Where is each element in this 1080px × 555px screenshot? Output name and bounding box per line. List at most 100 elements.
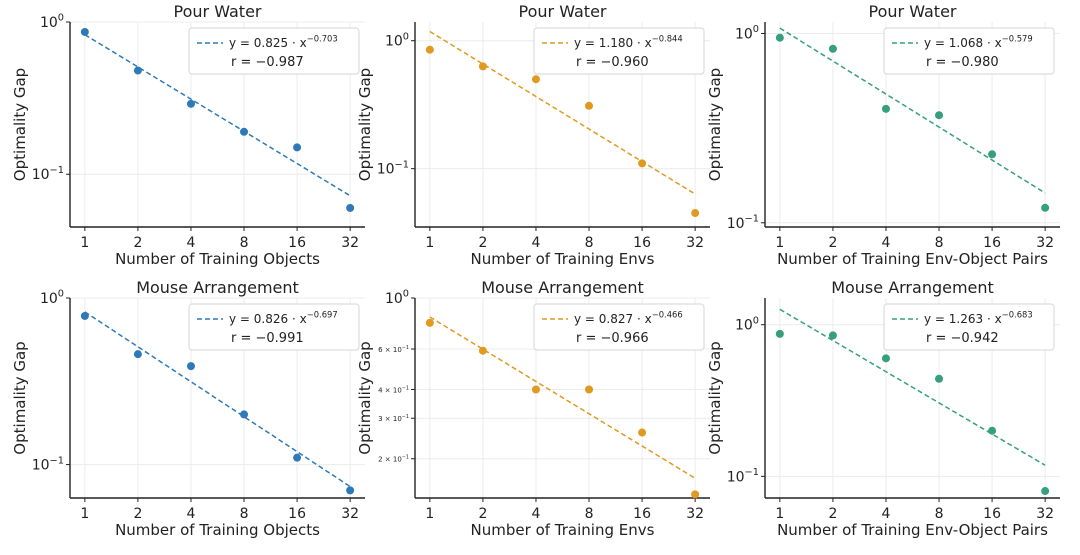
legend-box bbox=[533, 27, 705, 75]
y-tick-label: 2 × 10−1 bbox=[378, 455, 409, 464]
x-tick-label: 16 bbox=[633, 506, 651, 522]
legend: y = 1.068 · x−0.579 r = −0.980 bbox=[883, 27, 1055, 75]
x-tick-label: 2 bbox=[478, 506, 487, 522]
legend: y = 0.825 · x−0.703 r = −0.987 bbox=[188, 27, 360, 75]
x-tick-label: 8 bbox=[240, 506, 249, 522]
legend-equation: y = 1.068 · x−0.579 bbox=[924, 34, 1033, 50]
chart-panel-1: 1 2 4 8 16 32 100 10−1 Pour Water Number of Train… bbox=[11, 2, 365, 268]
legend-box bbox=[883, 303, 1055, 351]
data-point bbox=[240, 410, 249, 419]
legend-correlation: r = −0.966 bbox=[576, 331, 649, 346]
x-axis-label: Number of Training Env-Object Pairs bbox=[777, 521, 1048, 539]
legend-equation: y = 0.827 · x−0.466 bbox=[574, 310, 683, 326]
data-point bbox=[346, 486, 355, 495]
y-tick-label: 10−1 bbox=[32, 165, 64, 183]
legend-equation: y = 1.180 · x−0.844 bbox=[574, 34, 683, 50]
legend: y = 1.180 · x−0.844 r = −0.960 bbox=[533, 27, 705, 75]
data-point bbox=[425, 318, 434, 327]
legend-equation: y = 0.825 · x−0.703 bbox=[229, 34, 338, 50]
data-point bbox=[186, 99, 195, 108]
data-point bbox=[80, 27, 89, 36]
x-tick-label: 32 bbox=[1036, 235, 1054, 251]
x-tick-label: 4 bbox=[882, 506, 891, 522]
chart-title: Mouse Arrangement bbox=[136, 278, 299, 297]
x-tick-label: 8 bbox=[585, 506, 594, 522]
data-point bbox=[881, 354, 890, 363]
chart-title: Pour Water bbox=[519, 2, 607, 21]
chart-panel-4: 1 2 4 8 16 32 100 10−1 Mouse Arrangement Number o… bbox=[11, 278, 365, 539]
x-tick-label: 4 bbox=[187, 506, 196, 522]
chart-title: Mouse Arrangement bbox=[481, 278, 644, 297]
chart-panel-5: 1 2 4 8 16 32 100 6 × 10−1 4 × 10−1 3 × 10−1 2 × 1… bbox=[356, 278, 710, 539]
x-tick-label: 32 bbox=[686, 235, 704, 251]
legend: y = 0.827 · x−0.466 r = −0.966 bbox=[533, 303, 705, 351]
y-tick-label: 100 bbox=[385, 289, 409, 307]
chart-title: Pour Water bbox=[174, 2, 262, 21]
y-tick-label: 10−1 bbox=[727, 213, 759, 231]
legend: y = 1.263 · x−0.683 r = −0.942 bbox=[883, 303, 1055, 351]
data-point bbox=[133, 350, 142, 359]
y-axis-label: Optimality Gap bbox=[356, 68, 374, 181]
data-point bbox=[691, 209, 700, 218]
data-point bbox=[531, 385, 540, 394]
fit-line bbox=[779, 27, 1046, 194]
x-tick-label: 8 bbox=[585, 235, 594, 251]
x-tick-label: 16 bbox=[288, 235, 306, 251]
x-tick-label: 16 bbox=[633, 235, 651, 251]
x-tick-label: 4 bbox=[187, 235, 196, 251]
legend-correlation: r = −0.942 bbox=[926, 331, 999, 346]
fit-line bbox=[429, 316, 696, 479]
y-axis-label: Optimality Gap bbox=[11, 341, 29, 454]
legend-box bbox=[188, 303, 360, 351]
chart-panel-3: 1 2 4 8 16 32 100 10−1 Pour Water Number of Train… bbox=[706, 2, 1060, 268]
data-point bbox=[691, 490, 700, 499]
data-point bbox=[828, 331, 837, 340]
y-tick-label: 100 bbox=[385, 31, 409, 49]
x-tick-label: 8 bbox=[935, 235, 944, 251]
x-tick-label: 1 bbox=[425, 235, 434, 251]
x-tick-label: 4 bbox=[532, 506, 541, 522]
data-point bbox=[988, 426, 997, 435]
y-axis-label: Optimality Gap bbox=[706, 68, 724, 181]
legend-box bbox=[188, 27, 360, 75]
data-point bbox=[935, 111, 944, 120]
y-tick-label: 100 bbox=[40, 13, 64, 31]
x-tick-label: 32 bbox=[341, 235, 359, 251]
data-point bbox=[638, 159, 647, 168]
y-tick-label: 100 bbox=[40, 289, 64, 307]
x-axis-label: Number of Training Env-Object Pairs bbox=[777, 250, 1048, 268]
x-tick-label: 16 bbox=[983, 506, 1001, 522]
x-tick-label: 16 bbox=[983, 235, 1001, 251]
data-point bbox=[531, 75, 540, 84]
x-tick-label: 1 bbox=[80, 506, 89, 522]
data-point bbox=[1041, 487, 1050, 496]
x-axis-label: Number of Training Objects bbox=[115, 250, 320, 268]
y-axis-label: Optimality Gap bbox=[706, 341, 724, 454]
legend-box bbox=[883, 27, 1055, 75]
x-tick-label: 8 bbox=[240, 235, 249, 251]
x-tick-label: 1 bbox=[775, 506, 784, 522]
legend-correlation: r = −0.980 bbox=[926, 55, 999, 70]
x-tick-label: 2 bbox=[133, 506, 142, 522]
y-tick-label: 10−1 bbox=[377, 159, 409, 177]
x-tick-label: 2 bbox=[828, 506, 837, 522]
y-tick-label: 6 × 10−1 bbox=[378, 345, 409, 354]
x-tick-label: 2 bbox=[478, 235, 487, 251]
legend-box bbox=[533, 303, 705, 351]
y-tick-label: 10−1 bbox=[32, 455, 64, 473]
fit-line bbox=[429, 30, 696, 195]
data-point bbox=[1041, 203, 1050, 212]
legend-correlation: r = −0.987 bbox=[231, 55, 304, 70]
x-tick-label: 4 bbox=[882, 235, 891, 251]
fit-line bbox=[84, 311, 351, 488]
x-axis-label: Number of Training Envs bbox=[471, 250, 655, 268]
y-tick-label: 100 bbox=[735, 315, 759, 333]
chart-panel-2: 1 2 4 8 16 32 100 10−1 Pour Water Number of Train… bbox=[356, 2, 710, 268]
data-point bbox=[585, 101, 594, 110]
x-tick-label: 2 bbox=[828, 235, 837, 251]
x-tick-label: 8 bbox=[935, 506, 944, 522]
x-axis-label: Number of Training Envs bbox=[471, 521, 655, 539]
data-point bbox=[293, 453, 302, 462]
x-tick-label: 32 bbox=[341, 506, 359, 522]
